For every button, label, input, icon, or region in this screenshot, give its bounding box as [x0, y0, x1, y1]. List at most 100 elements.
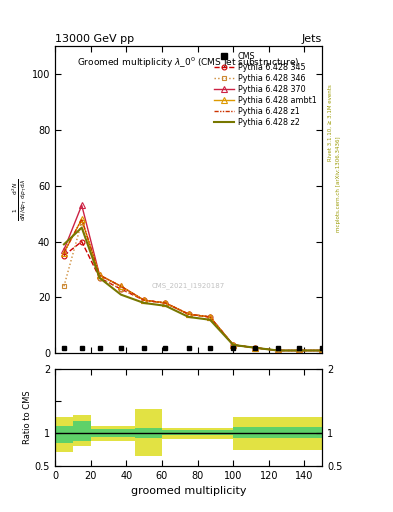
CMS [186, 345, 191, 351]
Pythia 6.428 370 [62, 247, 66, 253]
Line: Pythia 6.428 z1: Pythia 6.428 z1 [64, 219, 322, 351]
Line: Pythia 6.428 ambt1: Pythia 6.428 ambt1 [61, 217, 325, 353]
CMS [252, 345, 257, 351]
Pythia 6.428 ambt1 [186, 311, 191, 317]
Text: CMS_2021_I1920187: CMS_2021_I1920187 [152, 282, 225, 289]
Y-axis label: Ratio to CMS: Ratio to CMS [23, 391, 32, 444]
Text: Jets: Jets [302, 33, 322, 44]
Legend: CMS, Pythia 6.428 345, Pythia 6.428 346, Pythia 6.428 370, Pythia 6.428 ambt1, P: CMS, Pythia 6.428 345, Pythia 6.428 346,… [212, 50, 318, 129]
Pythia 6.428 345 [320, 348, 325, 354]
CMS [97, 345, 102, 351]
Pythia 6.428 345 [231, 342, 235, 348]
Pythia 6.428 z1 [320, 348, 325, 354]
Pythia 6.428 z1 [252, 345, 257, 351]
CMS [208, 345, 212, 351]
Pythia 6.428 370 [252, 345, 257, 351]
Pythia 6.428 346 [275, 348, 280, 354]
Pythia 6.428 z1 [97, 272, 102, 278]
Pythia 6.428 z1 [186, 311, 191, 317]
Pythia 6.428 346 [320, 348, 325, 354]
Pythia 6.428 345 [275, 348, 280, 354]
Text: Rivet 3.1.10, ≥ 3.1M events: Rivet 3.1.10, ≥ 3.1M events [328, 84, 333, 161]
Pythia 6.428 346 [142, 297, 147, 303]
Pythia 6.428 345 [62, 252, 66, 259]
CMS [275, 345, 280, 351]
Pythia 6.428 370 [320, 348, 325, 354]
Pythia 6.428 ambt1 [320, 348, 325, 354]
Pythia 6.428 ambt1 [297, 348, 301, 354]
Text: mcplots.cern.ch [arXiv:1306.3436]: mcplots.cern.ch [arXiv:1306.3436] [336, 137, 341, 232]
Pythia 6.428 346 [97, 275, 102, 281]
Pythia 6.428 z2 [62, 241, 66, 247]
Pythia 6.428 346 [62, 283, 66, 289]
Line: Pythia 6.428 346: Pythia 6.428 346 [61, 220, 325, 353]
Pythia 6.428 ambt1 [142, 297, 147, 303]
CMS [79, 345, 84, 351]
CMS [320, 345, 325, 351]
Pythia 6.428 346 [252, 345, 257, 351]
Pythia 6.428 ambt1 [79, 216, 84, 222]
Pythia 6.428 ambt1 [119, 283, 123, 289]
CMS [62, 345, 66, 351]
Pythia 6.428 z1 [119, 283, 123, 289]
Pythia 6.428 346 [186, 311, 191, 317]
Pythia 6.428 z2 [79, 225, 84, 231]
Pythia 6.428 345 [142, 297, 147, 303]
Pythia 6.428 ambt1 [252, 345, 257, 351]
Pythia 6.428 370 [275, 348, 280, 354]
Pythia 6.428 370 [79, 202, 84, 208]
Pythia 6.428 370 [119, 283, 123, 289]
Pythia 6.428 370 [142, 297, 147, 303]
Pythia 6.428 345 [252, 345, 257, 351]
Pythia 6.428 z1 [62, 250, 66, 256]
Pythia 6.428 345 [208, 314, 212, 320]
X-axis label: groomed multiplicity: groomed multiplicity [131, 486, 246, 496]
Pythia 6.428 z2 [275, 348, 280, 354]
Pythia 6.428 345 [297, 348, 301, 354]
Pythia 6.428 z1 [297, 348, 301, 354]
CMS [231, 345, 235, 351]
Pythia 6.428 370 [231, 342, 235, 348]
Pythia 6.428 z2 [97, 275, 102, 281]
Pythia 6.428 z2 [119, 291, 123, 297]
Pythia 6.428 ambt1 [208, 314, 212, 320]
Pythia 6.428 ambt1 [231, 342, 235, 348]
Pythia 6.428 346 [208, 314, 212, 320]
Pythia 6.428 z2 [252, 345, 257, 351]
Pythia 6.428 z1 [231, 342, 235, 348]
Pythia 6.428 ambt1 [275, 348, 280, 354]
Text: Groomed multiplicity $\lambda\_0^{0}$ (CMS jet substructure): Groomed multiplicity $\lambda\_0^{0}$ (C… [77, 55, 300, 70]
Pythia 6.428 345 [79, 239, 84, 245]
Pythia 6.428 z1 [163, 300, 168, 306]
Pythia 6.428 345 [119, 286, 123, 292]
Pythia 6.428 ambt1 [97, 272, 102, 278]
Pythia 6.428 z2 [186, 314, 191, 320]
Line: CMS: CMS [61, 345, 325, 350]
Pythia 6.428 346 [231, 342, 235, 348]
Pythia 6.428 z2 [231, 342, 235, 348]
Pythia 6.428 346 [79, 219, 84, 225]
CMS [119, 345, 123, 351]
Pythia 6.428 z2 [297, 348, 301, 354]
Pythia 6.428 370 [186, 311, 191, 317]
Pythia 6.428 346 [119, 286, 123, 292]
CMS [142, 345, 147, 351]
Pythia 6.428 345 [163, 300, 168, 306]
Pythia 6.428 370 [297, 348, 301, 354]
Pythia 6.428 370 [208, 314, 212, 320]
Pythia 6.428 346 [297, 348, 301, 354]
CMS [163, 345, 168, 351]
Pythia 6.428 z1 [79, 216, 84, 222]
Pythia 6.428 z1 [275, 348, 280, 354]
Pythia 6.428 z2 [208, 317, 212, 323]
Pythia 6.428 z2 [320, 348, 325, 354]
Pythia 6.428 z2 [163, 303, 168, 309]
Pythia 6.428 370 [97, 272, 102, 278]
Line: Pythia 6.428 z2: Pythia 6.428 z2 [64, 228, 322, 351]
Pythia 6.428 ambt1 [62, 250, 66, 256]
Pythia 6.428 346 [163, 300, 168, 306]
Text: 13000 GeV pp: 13000 GeV pp [55, 33, 134, 44]
Pythia 6.428 370 [163, 300, 168, 306]
Y-axis label: $\frac{1}{\mathrm{d}N / \mathrm{d}p_{\mathrm{T}}}\,\frac{\mathrm{d}^2N}{\mathrm{: $\frac{1}{\mathrm{d}N / \mathrm{d}p_{\ma… [11, 178, 29, 221]
Line: Pythia 6.428 370: Pythia 6.428 370 [61, 202, 325, 353]
